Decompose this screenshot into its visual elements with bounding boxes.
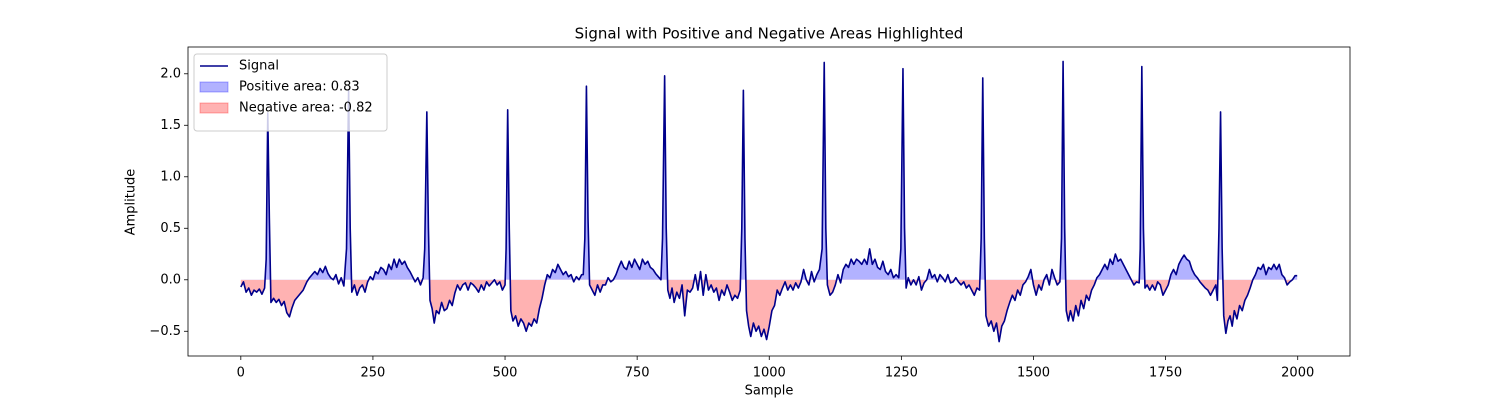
- x-tick-label: 2000: [1281, 366, 1314, 381]
- y-tick-label: 1.5: [160, 118, 181, 133]
- x-tick-label: 750: [625, 366, 650, 381]
- chart-title: Signal with Positive and Negative Areas …: [575, 25, 964, 43]
- y-tick-label: 1.0: [160, 169, 181, 184]
- legend-label: Signal: [239, 59, 279, 74]
- legend-patch: [199, 102, 229, 114]
- x-axis-label: Sample: [745, 384, 794, 399]
- signal-line: [240, 60, 1298, 343]
- fill-area: [240, 279, 1298, 342]
- legend-label: Negative area: -0.82: [239, 101, 373, 116]
- legend-label: Positive area: 0.83: [239, 80, 360, 95]
- y-tick-label: 0.5: [160, 221, 181, 236]
- y-axis-label: Amplitude: [124, 169, 139, 236]
- legend-patch: [199, 81, 229, 93]
- y-tick-label: −0.5: [149, 324, 181, 339]
- x-tick-label: 500: [493, 366, 518, 381]
- legend-box: [193, 53, 388, 132]
- x-tick-label: 1000: [753, 366, 786, 381]
- x-tick-label: 1500: [1017, 366, 1050, 381]
- x-tick-label: 0: [237, 366, 245, 381]
- legend: Signal Positive area: 0.83 Negative area: …: [193, 53, 388, 132]
- y-tick-label: 0.0: [160, 272, 181, 287]
- y-tick-label: 2.0: [160, 66, 181, 81]
- x-tick-label: 1250: [885, 366, 918, 381]
- x-tick-label: 1750: [1149, 366, 1182, 381]
- axes-frame: [187, 46, 1351, 357]
- x-tick-label: 250: [361, 366, 386, 381]
